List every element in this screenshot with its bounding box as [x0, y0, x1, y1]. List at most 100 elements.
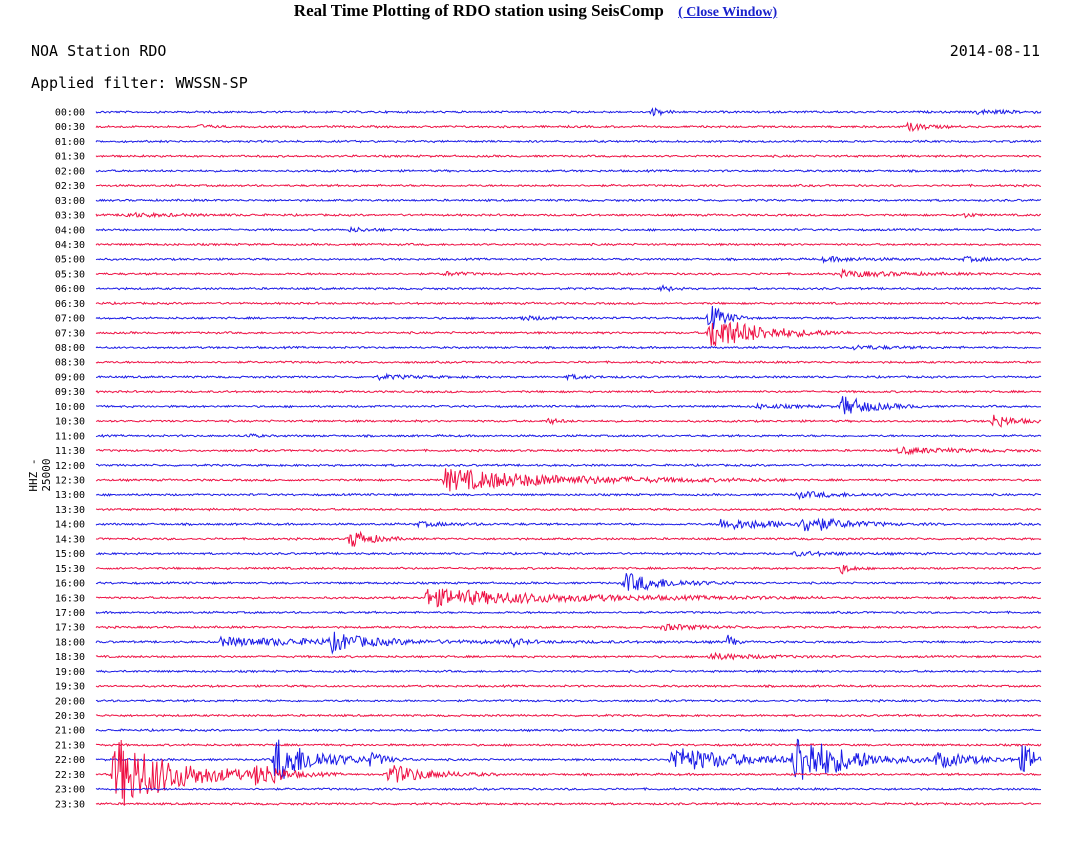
trace-row: 09:30	[55, 387, 1042, 398]
trace-row: 04:00	[55, 225, 1042, 236]
time-label: 10:30	[55, 417, 85, 428]
trace-row: 17:30	[55, 623, 1041, 634]
seismic-trace	[95, 517, 1042, 532]
time-label: 22:00	[55, 755, 85, 766]
seismic-trace	[95, 225, 1042, 233]
seismic-trace	[95, 698, 1042, 703]
time-label: 06:30	[55, 299, 85, 310]
trace-row: 19:30	[55, 682, 1042, 693]
time-label: 23:00	[55, 785, 85, 796]
seismic-trace	[95, 801, 1042, 806]
seismic-trace	[95, 623, 1041, 632]
seismic-trace	[95, 267, 1042, 279]
seismic-trace	[95, 242, 1042, 247]
seismic-trace	[95, 389, 1042, 394]
seismic-trace	[95, 396, 1041, 415]
seismic-trace	[96, 372, 1042, 382]
close-window-link[interactable]: ( Close Window)	[678, 5, 778, 20]
time-label: 20:30	[55, 711, 85, 722]
trace-row: 14:00	[55, 517, 1042, 532]
seismic-trace	[95, 154, 1042, 159]
time-label: 13:00	[55, 490, 85, 501]
trace-row: 07:00	[55, 305, 1042, 330]
trace-row: 15:00	[55, 549, 1042, 560]
time-label: 19:00	[55, 667, 85, 678]
trace-row: 11:00	[55, 431, 1042, 442]
time-label: 02:30	[55, 181, 85, 192]
trace-row: 10:00	[55, 396, 1041, 415]
time-label: 20:00	[55, 696, 85, 707]
time-label: 10:00	[55, 402, 85, 413]
time-label: 23:30	[55, 799, 85, 810]
time-label: 00:00	[55, 108, 85, 119]
time-label: 16:00	[55, 579, 85, 590]
trace-row: 01:30	[55, 152, 1042, 163]
seismic-trace	[95, 490, 1042, 501]
time-label: 15:30	[55, 564, 85, 575]
trace-row: 05:00	[55, 255, 1042, 266]
time-label: 01:30	[55, 152, 85, 163]
trace-row: 18:00	[55, 631, 1042, 655]
trace-row: 23:00	[55, 785, 1042, 796]
helicorder-svg: 00:00 00:30 01:00 01:30 02:00 02:30 03:00 03:30…	[55, 107, 1042, 810]
time-label: 02:00	[55, 166, 85, 177]
seismic-trace	[95, 198, 1042, 203]
seismic-trace	[95, 573, 1042, 592]
time-label: 17:30	[55, 623, 85, 634]
trace-row: 16:00	[55, 573, 1042, 592]
seismic-trace	[95, 728, 1042, 733]
time-label: 14:30	[55, 534, 85, 545]
filter-label: Applied filter: WWSSN-SP	[31, 74, 248, 92]
time-label: 21:30	[55, 740, 85, 751]
seismic-trace	[95, 787, 1042, 792]
trace-row: 08:00	[55, 343, 1042, 354]
seismic-trace	[95, 344, 1042, 351]
trace-row: 10:30	[55, 414, 1042, 428]
seismic-trace	[95, 550, 1042, 558]
trace-row: 15:30	[55, 564, 1042, 575]
time-label: 21:00	[55, 726, 85, 737]
trace-row: 04:30	[55, 240, 1042, 251]
trace-row: 06:30	[55, 299, 1041, 310]
trace-row: 16:30	[55, 588, 1042, 608]
seismic-trace	[95, 739, 1042, 806]
trace-row: 22:30	[55, 739, 1042, 806]
seismic-trace	[95, 588, 1042, 608]
trace-row: 19:00	[55, 667, 1042, 678]
trace-row: 02:00	[55, 166, 1042, 177]
time-label: 15:00	[55, 549, 85, 560]
trace-row: 07:30	[55, 321, 1042, 347]
seismic-trace	[95, 610, 1042, 615]
seismic-trace	[95, 631, 1042, 655]
seismic-trace	[95, 255, 1042, 264]
time-label: 08:30	[55, 358, 85, 369]
trace-row: 21:30	[55, 740, 1042, 751]
station-label: NOA Station RDO	[31, 42, 167, 60]
seismic-trace	[95, 414, 1042, 428]
time-label: 05:00	[55, 255, 85, 266]
seismic-trace	[95, 305, 1042, 330]
trace-row: 20:00	[55, 696, 1042, 707]
time-label: 14:00	[55, 520, 85, 531]
seismic-trace	[95, 211, 1041, 219]
seismic-trace	[95, 168, 1042, 173]
trace-row: 12:30	[55, 468, 1042, 492]
seismic-trace	[95, 321, 1042, 347]
trace-row: 03:00	[55, 196, 1042, 207]
time-label: 11:00	[55, 431, 85, 442]
time-label: 12:00	[55, 461, 85, 472]
trace-row: 20:30	[55, 711, 1042, 722]
time-label: 12:30	[55, 476, 85, 487]
time-label: 03:00	[55, 196, 85, 207]
seismic-trace	[95, 530, 1042, 547]
trace-row: 00:00	[55, 107, 1042, 119]
trace-row: 06:00	[55, 284, 1042, 295]
trace-row: 17:00	[55, 608, 1042, 619]
trace-row: 23:30	[55, 799, 1042, 810]
trace-row: 11:30	[55, 446, 1042, 457]
time-label: 17:00	[55, 608, 85, 619]
time-label: 16:30	[55, 593, 85, 604]
time-label: 01:00	[55, 137, 85, 148]
seismic-trace	[95, 301, 1041, 306]
seismic-trace	[95, 507, 1042, 512]
